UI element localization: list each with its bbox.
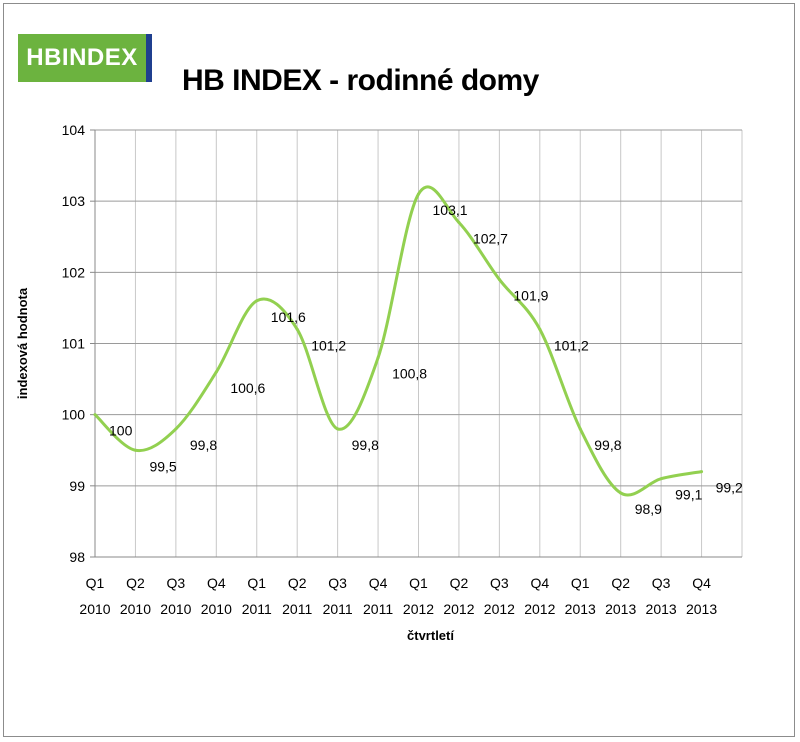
x-tick-label-year: 2010 — [160, 601, 191, 617]
data-point — [700, 470, 704, 474]
series-line — [93, 185, 702, 497]
x-tick-label-quarter: Q2 — [450, 575, 469, 591]
y-tick-label: 98 — [69, 549, 85, 565]
data-label: 99,1 — [675, 487, 702, 503]
hbindex-logo: HBINDEX — [18, 34, 152, 82]
x-tick-label-year: 2013 — [686, 601, 717, 617]
x-tick-label-year: 2011 — [282, 601, 312, 617]
x-tick-label-quarter: Q4 — [369, 575, 388, 591]
data-label: 99,5 — [149, 458, 176, 474]
x-tick-label-year: 2010 — [120, 601, 151, 617]
x-tick-label-quarter: Q2 — [611, 575, 630, 591]
x-tick-label-quarter: Q3 — [490, 575, 509, 591]
data-label: 100 — [109, 423, 133, 439]
data-label: 99,8 — [352, 437, 379, 453]
data-label: 98,9 — [635, 501, 662, 517]
data-point — [336, 427, 340, 431]
logo-accent-bar — [146, 34, 152, 82]
data-point — [619, 491, 623, 495]
chart-title: HB INDEX - rodinné domy — [182, 64, 539, 97]
x-tick-label-year: 2010 — [79, 601, 110, 617]
data-point — [538, 327, 542, 331]
x-tick-label-quarter: Q4 — [692, 575, 711, 591]
y-tick-label: 104 — [62, 122, 86, 138]
data-point — [376, 356, 380, 360]
y-axis-title: indexová hodnota — [15, 287, 30, 399]
data-label: 102,7 — [473, 231, 508, 247]
data-point — [255, 299, 259, 303]
x-tick-label-year: 2012 — [524, 601, 555, 617]
data-label: 101,6 — [271, 309, 306, 325]
x-tick-label-quarter: Q4 — [207, 575, 226, 591]
data-label: 99,8 — [594, 437, 621, 453]
y-tick-label: 100 — [62, 407, 86, 423]
data-label: 101,2 — [554, 337, 589, 353]
data-label: 101,2 — [311, 337, 346, 353]
x-tick-label-quarter: Q4 — [530, 575, 549, 591]
x-tick-label-quarter: Q1 — [86, 575, 105, 591]
x-tick-label-year: 2013 — [646, 601, 677, 617]
data-point — [659, 477, 663, 481]
data-label: 101,9 — [513, 287, 548, 303]
data-point — [214, 370, 218, 374]
data-point — [174, 427, 178, 431]
data-point — [133, 448, 137, 452]
x-tick-label-year: 2011 — [242, 601, 272, 617]
data-point — [417, 192, 420, 196]
y-tick-label: 99 — [69, 478, 85, 494]
x-tick-label-year: 2012 — [443, 601, 474, 617]
x-tick-label-quarter: Q3 — [167, 575, 186, 591]
x-tick-label-quarter: Q1 — [247, 575, 266, 591]
y-tick-label: 103 — [62, 193, 86, 209]
data-label: 100,6 — [230, 380, 265, 396]
x-tick-label-quarter: Q3 — [652, 575, 671, 591]
data-point — [457, 221, 461, 225]
x-tick-label-year: 2012 — [484, 601, 515, 617]
x-tick-label-year: 2011 — [363, 601, 393, 617]
data-point — [578, 427, 582, 431]
data-point — [497, 277, 501, 281]
data-point — [295, 327, 299, 331]
data-point — [93, 413, 97, 417]
data-label: 103,1 — [433, 202, 468, 218]
x-tick-label-quarter: Q1 — [571, 575, 590, 591]
x-tick-label-quarter: Q2 — [288, 575, 307, 591]
x-axis-title: čtvrtletí — [407, 628, 454, 643]
data-label: 99,8 — [190, 437, 217, 453]
x-tick-label-year: 2012 — [403, 601, 434, 617]
x-tick-label-quarter: Q2 — [126, 575, 145, 591]
x-tick-label-quarter: Q3 — [328, 575, 347, 591]
y-tick-label: 101 — [62, 336, 86, 352]
logo-text: HBINDEX — [26, 44, 138, 71]
x-tick-label-year: 2010 — [201, 601, 232, 617]
y-tick-label: 102 — [62, 264, 86, 280]
x-tick-label-year: 2013 — [565, 601, 596, 617]
x-tick-label-quarter: Q1 — [409, 575, 428, 591]
data-label: 100,8 — [392, 366, 427, 382]
x-tick-label-year: 2011 — [323, 601, 353, 617]
data-label: 99,2 — [716, 480, 743, 496]
x-tick-label-year: 2013 — [605, 601, 636, 617]
